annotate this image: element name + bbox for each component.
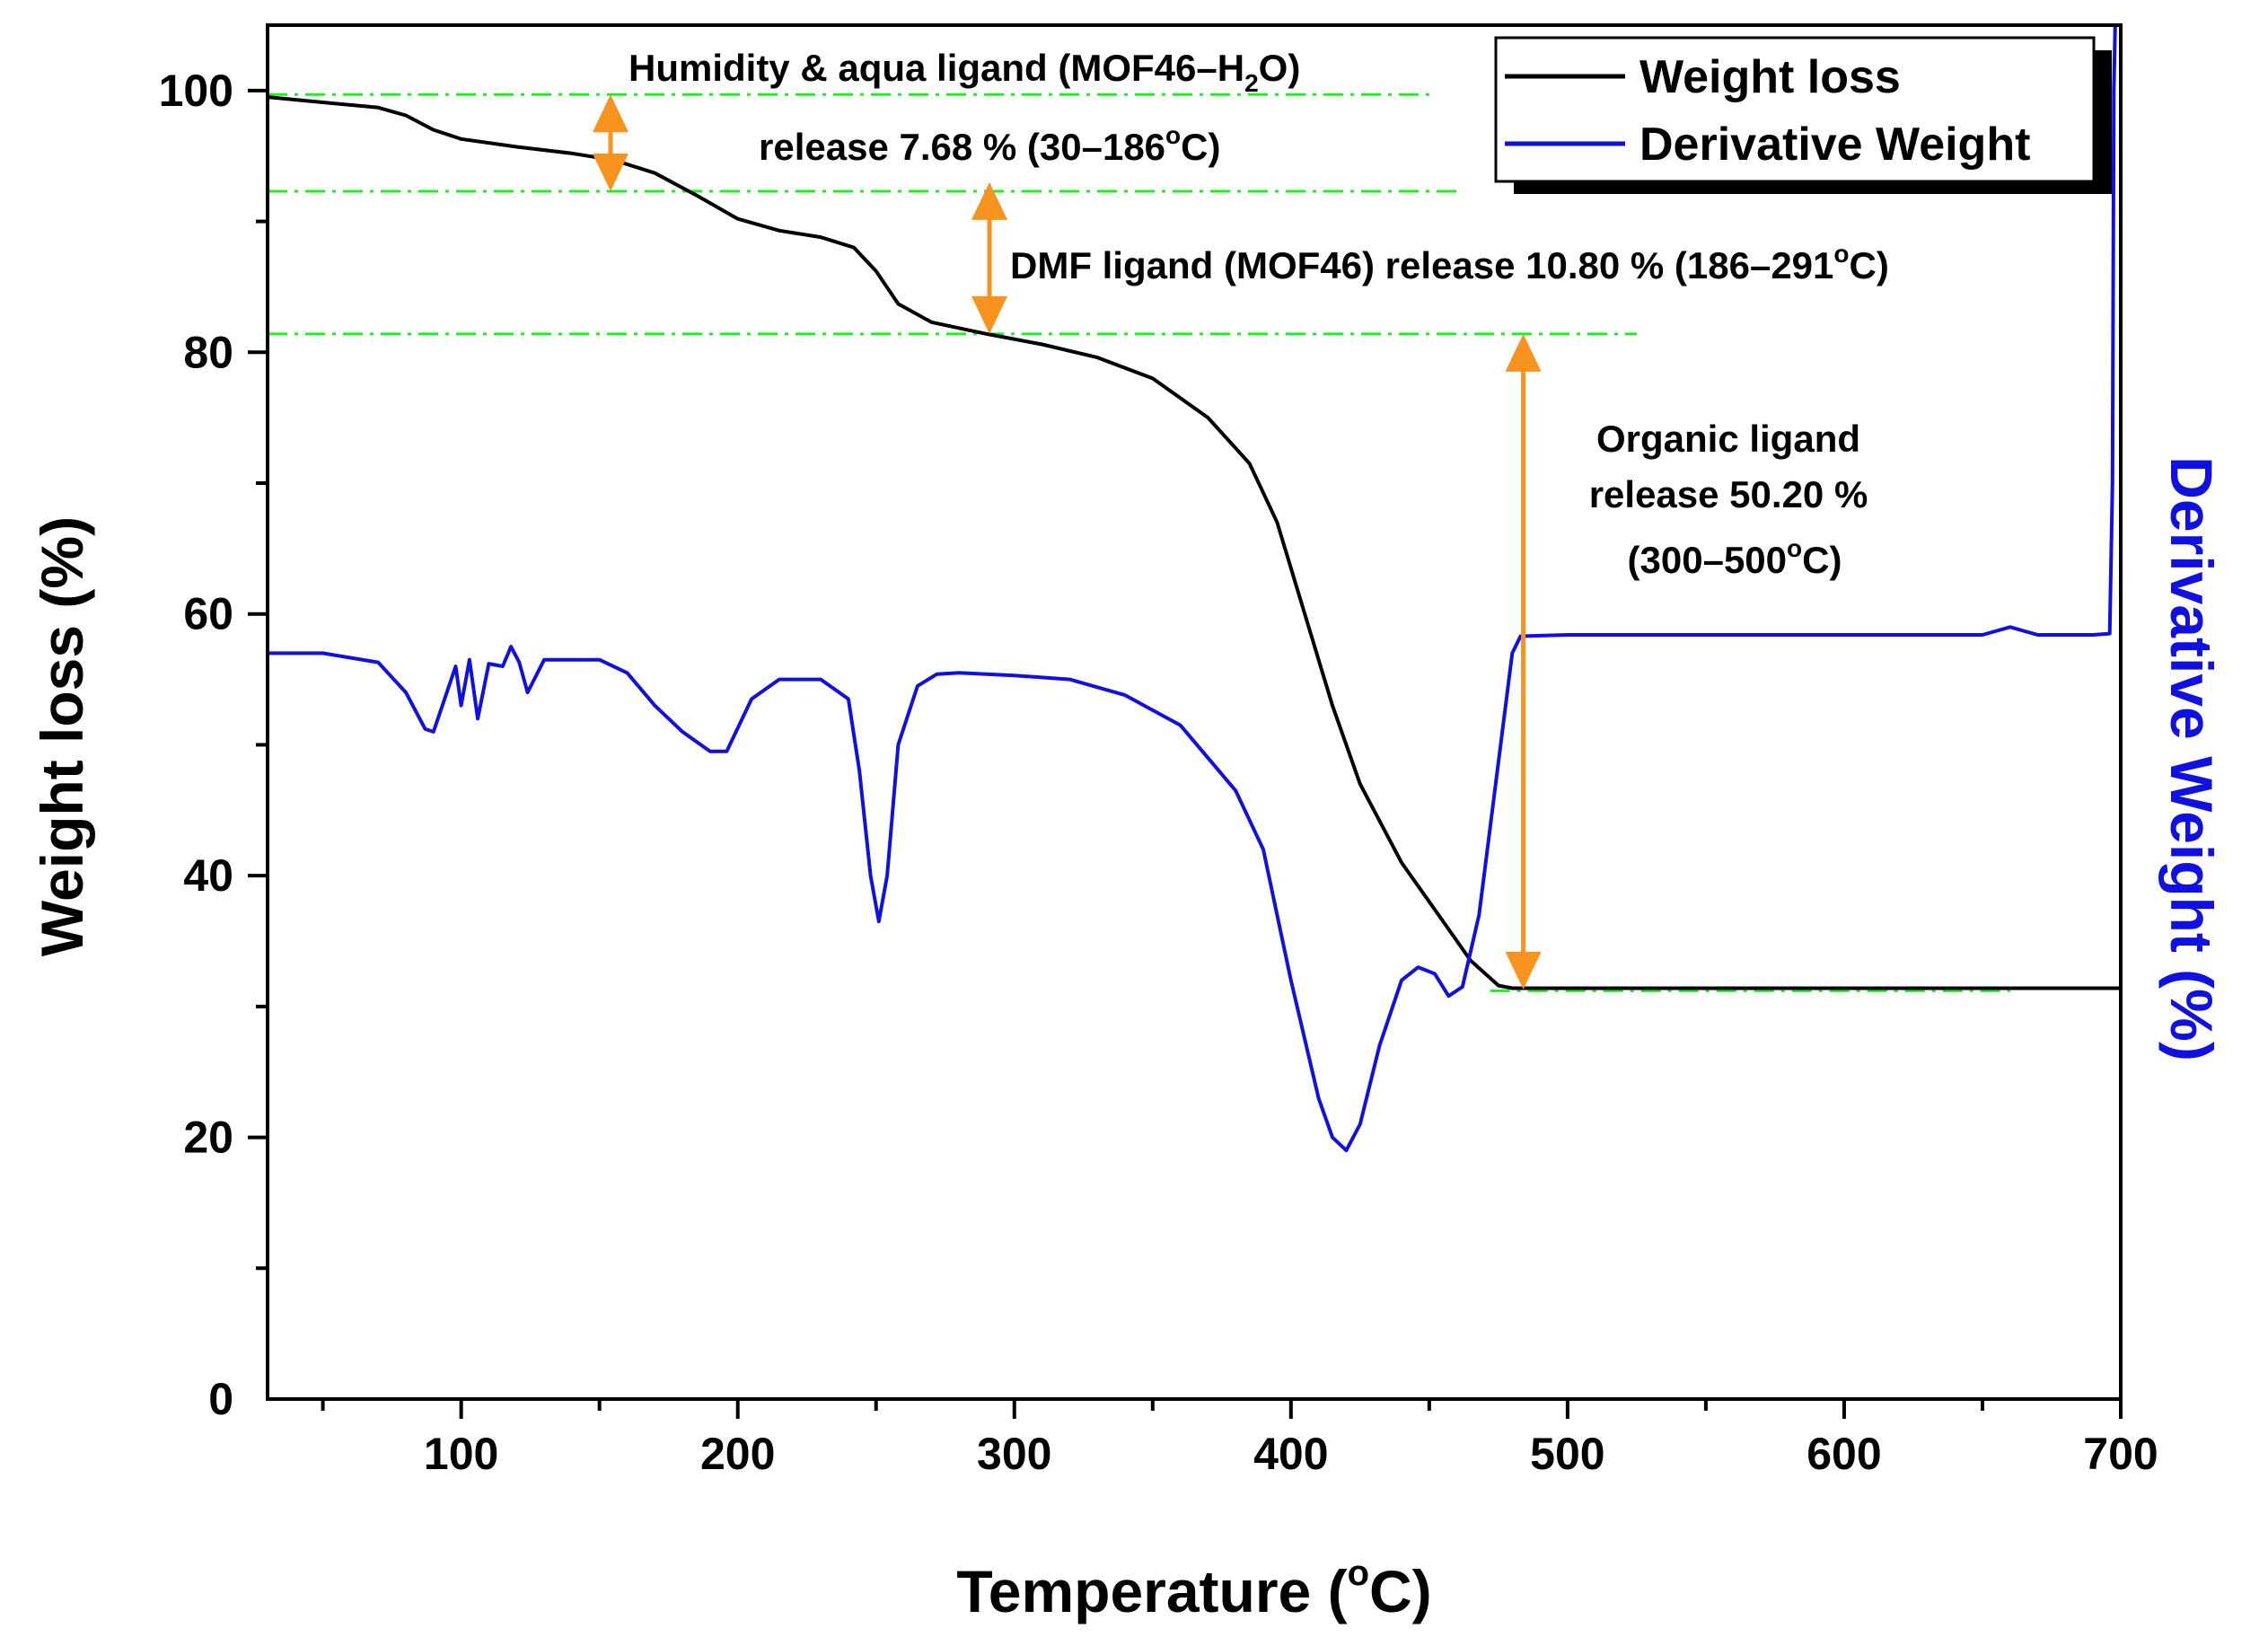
annotation-dmf-tail: C)	[1850, 244, 1889, 286]
annotation-release-water-tail: C)	[1181, 126, 1220, 168]
legend-box	[1494, 36, 2096, 183]
annotation-organic-3-sup: o	[1787, 534, 1802, 562]
y-tick-label-40: 40	[183, 850, 233, 901]
annotation-release-water-main: release 7.68 % (30–186	[759, 126, 1165, 168]
annotation-humidity-tail: O)	[1259, 47, 1301, 89]
annotation-release-water-sup: o	[1165, 121, 1181, 149]
arrow-head-up-1	[971, 181, 1008, 220]
plot-frame	[266, 23, 2123, 1401]
arrow-head-up-0	[592, 94, 629, 133]
annotation-organic-3-main: (300–500	[1628, 539, 1788, 581]
y-axis-title: Weight loss (%)	[29, 516, 95, 956]
x-axis-title-tail: C)	[1369, 1558, 1432, 1624]
legend: Weight loss Derivative Weight	[1494, 36, 2112, 194]
annotation-release-water: release 7.68 % (30–186oC)	[759, 121, 1220, 168]
x-tick-label-700: 700	[2083, 1429, 2158, 1479]
x-tick-label-400: 400	[1253, 1429, 1328, 1479]
y2-axis-title: Derivative Weight (%)	[2158, 456, 2225, 1061]
x-tick-label-200: 200	[700, 1429, 775, 1479]
series-layer	[268, 25, 2121, 1153]
x-axis-title-text: Temperature (	[956, 1558, 1347, 1624]
annotation-humidity-sub: 2	[1244, 69, 1259, 97]
arrow-head-up-2	[1505, 333, 1542, 372]
arrow-head-down-1	[971, 295, 1008, 334]
reference-lines	[268, 92, 2010, 992]
x-tick-label-300: 300	[977, 1429, 1051, 1479]
x-tick-label-600: 600	[1806, 1429, 1881, 1479]
y-tick-label-0: 0	[208, 1374, 233, 1424]
y-tick-label-20: 20	[183, 1113, 233, 1163]
annotation-dmf: DMF ligand (MOF46) release 10.80 % (186–…	[1010, 240, 1889, 286]
legend-label-weight-loss: Weight loss	[1639, 51, 1901, 103]
annotation-dmf-main: DMF ligand (MOF46) release 10.80 % (186–…	[1010, 244, 1833, 286]
annotation-dmf-sup: o	[1833, 240, 1849, 268]
arrow-head-down-0	[592, 154, 629, 192]
annotation-organic-3: (300–500oC)	[1628, 534, 1842, 581]
y-tick-label-80: 80	[183, 327, 233, 377]
y-tick-label-100: 100	[159, 66, 233, 116]
x-axis-title-sup: o	[1348, 1554, 1369, 1593]
derivative-weight-line	[268, 25, 2117, 1153]
arrow-layer	[592, 94, 1542, 990]
annotation-organic-3-tail: C)	[1802, 539, 1842, 581]
x-axis-title: Temperature (oC)	[956, 1554, 1431, 1624]
y-tick-label-60: 60	[183, 589, 233, 639]
x-tick-label-100: 100	[424, 1429, 498, 1479]
legend-label-derivative: Derivative Weight	[1639, 119, 2030, 171]
axis-ticks: 100 200 300 400 500 600 700 0 20 40 60 80 100	[159, 66, 2158, 1479]
x-tick-label-500: 500	[1530, 1429, 1604, 1479]
annotation-organic-2: release 50.20 %	[1589, 473, 1868, 515]
annotation-organic-1: Organic ligand	[1596, 418, 1860, 460]
annotation-humidity-main: Humidity & aqua ligand (MOF46–H	[629, 47, 1244, 89]
annotation-humidity: Humidity & aqua ligand (MOF46–H2O)	[629, 47, 1300, 97]
weight-loss-line	[268, 95, 2121, 990]
arrow-head-down-2	[1505, 951, 1542, 990]
